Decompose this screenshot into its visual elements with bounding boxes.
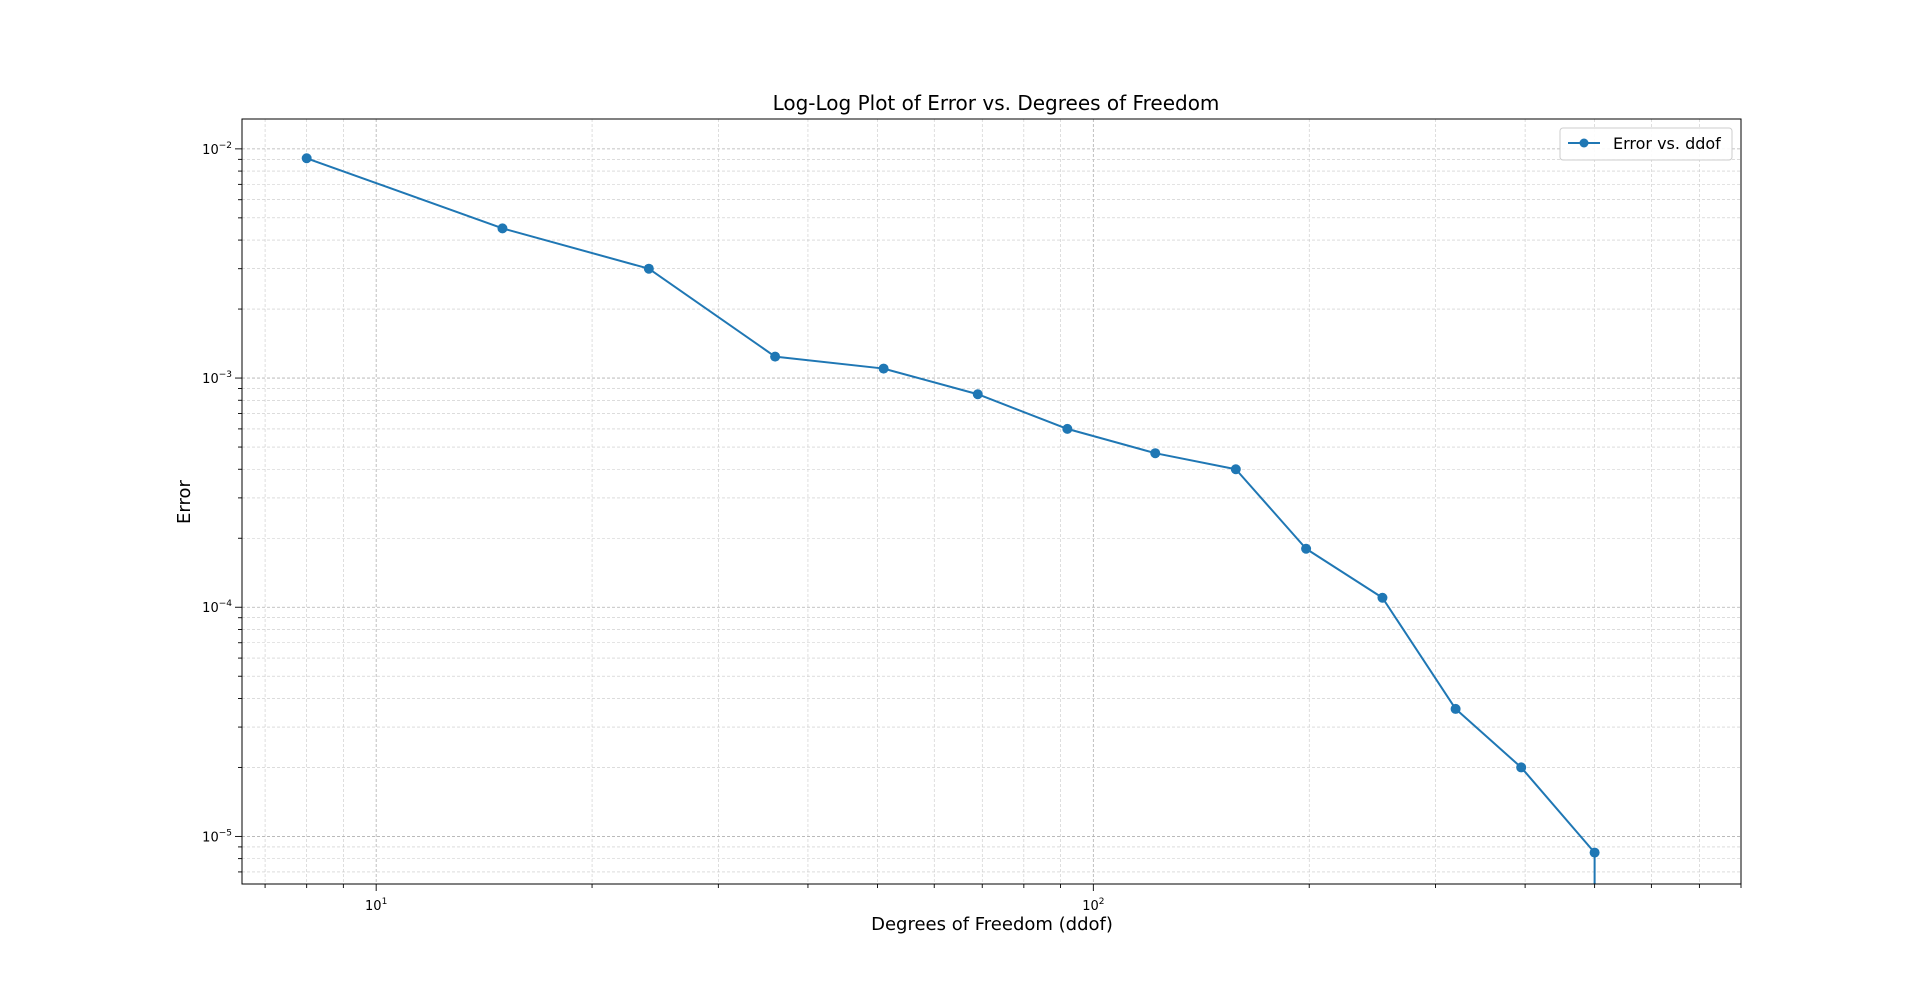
legend-marker-swatch — [1579, 138, 1589, 148]
legend-entry-label: Error vs. ddof — [1613, 134, 1721, 153]
data-point — [878, 363, 889, 374]
data-point — [1062, 423, 1073, 434]
legend-box — [1559, 127, 1733, 161]
data-point — [1150, 448, 1161, 459]
x-tick-label: 102 — [1082, 897, 1104, 914]
data-point — [770, 351, 781, 362]
data-point — [972, 389, 983, 400]
data-point — [1450, 703, 1461, 714]
x-axis-label: Degrees of Freedom (ddof) — [871, 914, 1113, 935]
data-point — [301, 153, 312, 164]
legend: Error vs. ddof — [1559, 127, 1733, 161]
data-point — [1301, 543, 1312, 554]
y-tick-label: 10−2 — [202, 141, 232, 158]
y-axis-label: Error — [174, 479, 195, 523]
y-tick-label: 10−4 — [202, 599, 232, 616]
series-layer — [301, 153, 1600, 884]
plot-frame — [241, 118, 1742, 885]
data-point — [1516, 762, 1527, 773]
axis-ticks: 101 102 10−5 10−4 10−3 10−2 — [202, 141, 1742, 914]
data-point — [497, 223, 508, 234]
data-point — [1589, 847, 1600, 858]
data-point — [643, 263, 654, 274]
y-tick-label: 10−5 — [202, 828, 232, 845]
chart-title: Log-Log Plot of Error vs. Degrees of Fre… — [773, 91, 1220, 115]
x-tick-label: 101 — [365, 897, 387, 914]
data-point — [1377, 592, 1388, 603]
data-point — [1230, 464, 1241, 475]
y-tick-label: 10−3 — [202, 370, 232, 387]
